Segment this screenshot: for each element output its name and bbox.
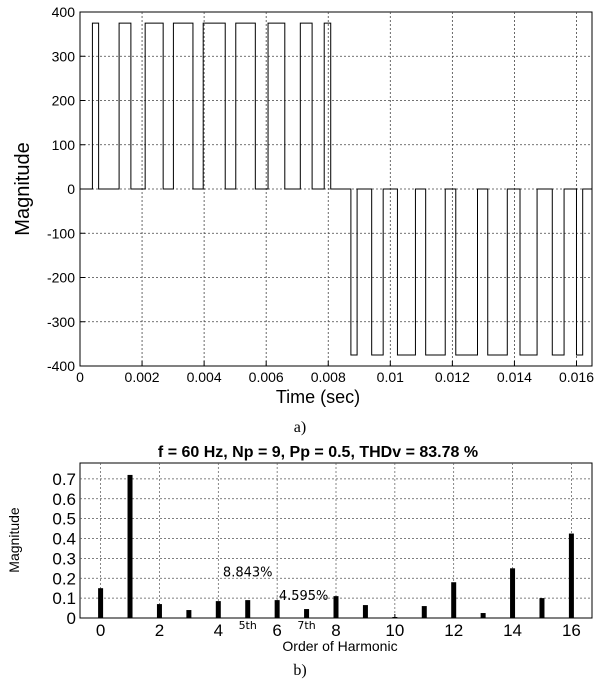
x-tick-label: 14: [503, 621, 522, 640]
y-tick-labels-a: 400 300 200 100 0 -100 -200 -300 -400: [47, 4, 75, 374]
voltage-waveform-line: [80, 22, 592, 356]
harmonic-bar: [186, 610, 192, 618]
y-tick-label: 100: [52, 137, 76, 153]
grid-b: [80, 463, 592, 618]
y-tick-label: 0: [67, 609, 76, 628]
caption-a: a): [294, 419, 306, 436]
x-tick-label: 2: [155, 621, 164, 640]
harmonic-order-annotation: 5th: [239, 619, 257, 632]
x-tick-label: 12: [444, 621, 463, 640]
x-tick-label: 0.006: [249, 369, 284, 385]
harmonic-bar: [362, 605, 368, 618]
harmonic-bar: [98, 588, 104, 618]
caption-b: b): [293, 662, 306, 679]
x-tick-label: 0.014: [497, 369, 532, 385]
y-tick-label: 0.3: [52, 549, 76, 568]
harmonic-bar: [510, 568, 516, 618]
harmonic-bar: [421, 606, 427, 618]
x-tick-labels-a: 0 0.002 0.004 0.006 0.008 0.01 0.012 0.014 0.016: [76, 369, 594, 385]
y-tick-label: -100: [47, 225, 75, 241]
y-tick-label: 0.4: [52, 530, 76, 549]
harmonic-bar: [304, 609, 310, 618]
harmonic-bar: [274, 600, 280, 618]
y-tick-label: 0.1: [52, 589, 76, 608]
y-tick-label: 400: [52, 4, 76, 20]
x-axis-label-a: Time (sec): [276, 387, 360, 407]
y-tick-label: -200: [47, 270, 75, 286]
x-tick-label: 0: [76, 369, 84, 385]
harmonic-bar: [480, 613, 486, 618]
x-tick-label: 0.008: [311, 369, 346, 385]
y-tick-label: 0.2: [52, 569, 76, 588]
x-tick-label: 4: [214, 621, 223, 640]
x-tick-labels-b: 0 2 4 6 8 10 12 14 16: [96, 621, 581, 640]
x-tick-label: 0: [96, 621, 105, 640]
x-tick-label: 0.01: [377, 369, 404, 385]
harmonic-bar: [156, 604, 162, 618]
y-tick-label: 200: [52, 93, 76, 109]
x-tick-label: 16: [562, 621, 581, 640]
x-tick-label: 0.002: [125, 369, 160, 385]
harmonic-bar: [539, 598, 545, 618]
y-tick-label: 0.5: [52, 510, 76, 529]
harmonic-percent-annotation: 4.595%: [279, 589, 329, 604]
chart-title-b: f = 60 Hz, Np = 9, Pp = 0.5, THDv = 83.7…: [158, 444, 478, 461]
x-tick-label: 8: [331, 621, 340, 640]
x-tick-label: 0.012: [435, 369, 470, 385]
harmonic-bar: [451, 582, 457, 618]
y-tick-label: 0.6: [52, 490, 76, 509]
harmonic-bar: [215, 601, 221, 618]
y-tick-label: -300: [47, 314, 75, 330]
y-axis-label-b: Magnitude: [6, 507, 22, 573]
harmonic-bar: [127, 474, 133, 618]
x-tick-label: 0.016: [559, 369, 594, 385]
harmonic-bar: [333, 596, 339, 618]
square-wave-chart: 400 300 200 100 0 -100 -200 -300 -400 0 0.002 0.00…: [12, 4, 594, 436]
harmonic-bar: [568, 533, 574, 618]
harmonic-spectrum-chart: f = 60 Hz, Np = 9, Pp = 0.5, THDv = 83.7…: [6, 444, 593, 679]
harmonic-percent-annotation: 8.843%: [223, 565, 273, 580]
x-axis-label-b: Order of Harmonic: [282, 638, 397, 654]
y-tick-label: 0: [67, 181, 75, 197]
y-tick-labels-b: 00.10.20.30.40.50.60.7: [52, 470, 76, 628]
x-tick-label: 10: [385, 621, 404, 640]
x-tick-label: 6: [272, 621, 281, 640]
x-tick-label: 0.004: [187, 369, 222, 385]
harmonic-bar: [245, 600, 251, 618]
annotations-b: 8.843% 4.595% 5th 7th: [223, 565, 328, 632]
y-tick-label: 0.7: [52, 470, 76, 489]
harmonic-order-annotation: 7th: [297, 619, 315, 632]
harmonic-bars: [98, 474, 574, 618]
y-tick-label: 300: [52, 48, 76, 64]
y-tick-label: -400: [47, 358, 75, 374]
ticks-a: [79, 11, 577, 367]
y-axis-label-a: Magnitude: [12, 142, 34, 235]
harmonic-bar: [392, 617, 398, 618]
